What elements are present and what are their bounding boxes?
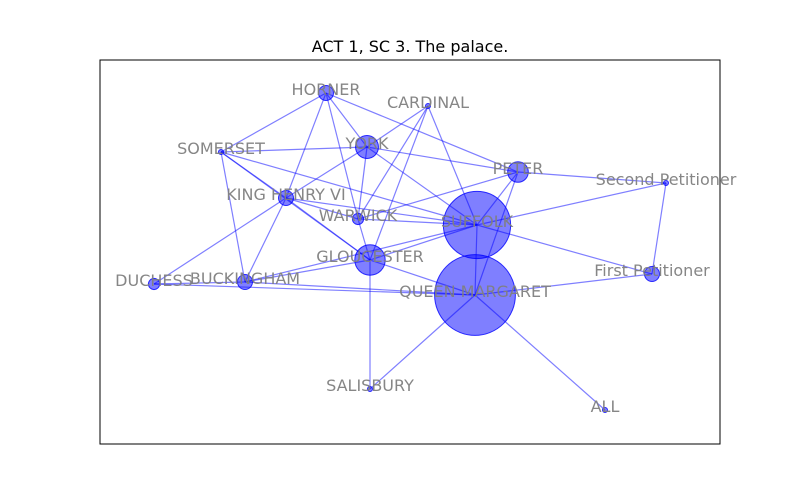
node-york [355,135,379,159]
node-label-queen-margaret: QUEEN MARGARET [399,282,551,301]
edge-horner-king-henry-vi [285,92,327,199]
node-label-king-henry-vi: KING HENRY VI [226,185,345,204]
edge-york-peter [366,146,519,173]
node-duchess [147,277,161,291]
edge-king-henry-vi-warwick [285,197,359,220]
edge-gloucester-buckingham [244,259,371,283]
node-second-petitioner [663,180,669,186]
node-first-petitioner [644,266,660,282]
edge-cardinal-york [366,105,429,148]
plot-frame [99,59,721,445]
node-warwick [351,212,365,226]
node-horner [318,85,334,101]
node-label-somerset: SOMERSET [177,139,265,158]
diagram-title: ACT 1, SC 3. The palace. [312,37,509,56]
edge-york-king-henry-vi [285,146,368,199]
edge-king-henry-vi-duchess [153,197,287,285]
node-label-second-petitioner: Second Petitioner [596,170,737,189]
nodes-layer [147,85,669,413]
edge-king-henry-vi-gloucester [285,197,371,261]
edge-cardinal-warwick [357,105,429,220]
node-buckingham [237,274,253,290]
node-label-suffolk: SUFFOLK [441,212,514,231]
node-label-cardinal: CARDINAL [387,93,469,112]
edge-horner-warwick [325,92,359,220]
node-label-salisbury: SALISBURY [326,376,414,395]
node-label-horner: HORNER [292,80,361,99]
node-somerset [218,149,224,155]
node-all [602,407,608,413]
edge-horner-peter [325,92,519,173]
edge-somerset-york [220,146,368,153]
edge-horner-somerset [220,92,327,153]
edge-somerset-suffolk [220,151,478,226]
node-label-warwick: WARWICK [319,206,398,225]
edge-duchess-buckingham [153,281,246,285]
node-label-duchess: DUCHESS [115,271,193,290]
edge-cardinal-gloucester [369,105,429,261]
node-gloucester [354,244,386,276]
edge-peter-warwick [357,171,519,220]
node-king-henry-vi [278,190,294,206]
edge-york-warwick [357,146,368,220]
node-peter [507,161,529,183]
node-cardinal [425,103,431,109]
node-label-peter: PETER [493,159,544,178]
node-queen-margaret [434,254,516,336]
node-label-all: ALL [591,397,620,416]
node-label-first-petitioner: First Petitioner [594,261,710,280]
labels-layer: HORNER CARDINAL SOMERSET YORK PETER Second Pe… [115,80,737,416]
edge-somerset-buckingham [220,151,246,283]
node-label-gloucester: GLOUCESTER [316,247,423,266]
node-label-buckingham: BUCKINGHAM [190,269,300,288]
edge-peter-second-petitioner [517,171,667,184]
node-salisbury [367,386,373,392]
edge-duchess-queen-margaret [153,283,476,296]
node-label-york: YORK [344,134,389,153]
edge-king-henry-vi-buckingham [244,197,287,283]
edge-second-petitioner-first-petitioner [651,182,667,275]
